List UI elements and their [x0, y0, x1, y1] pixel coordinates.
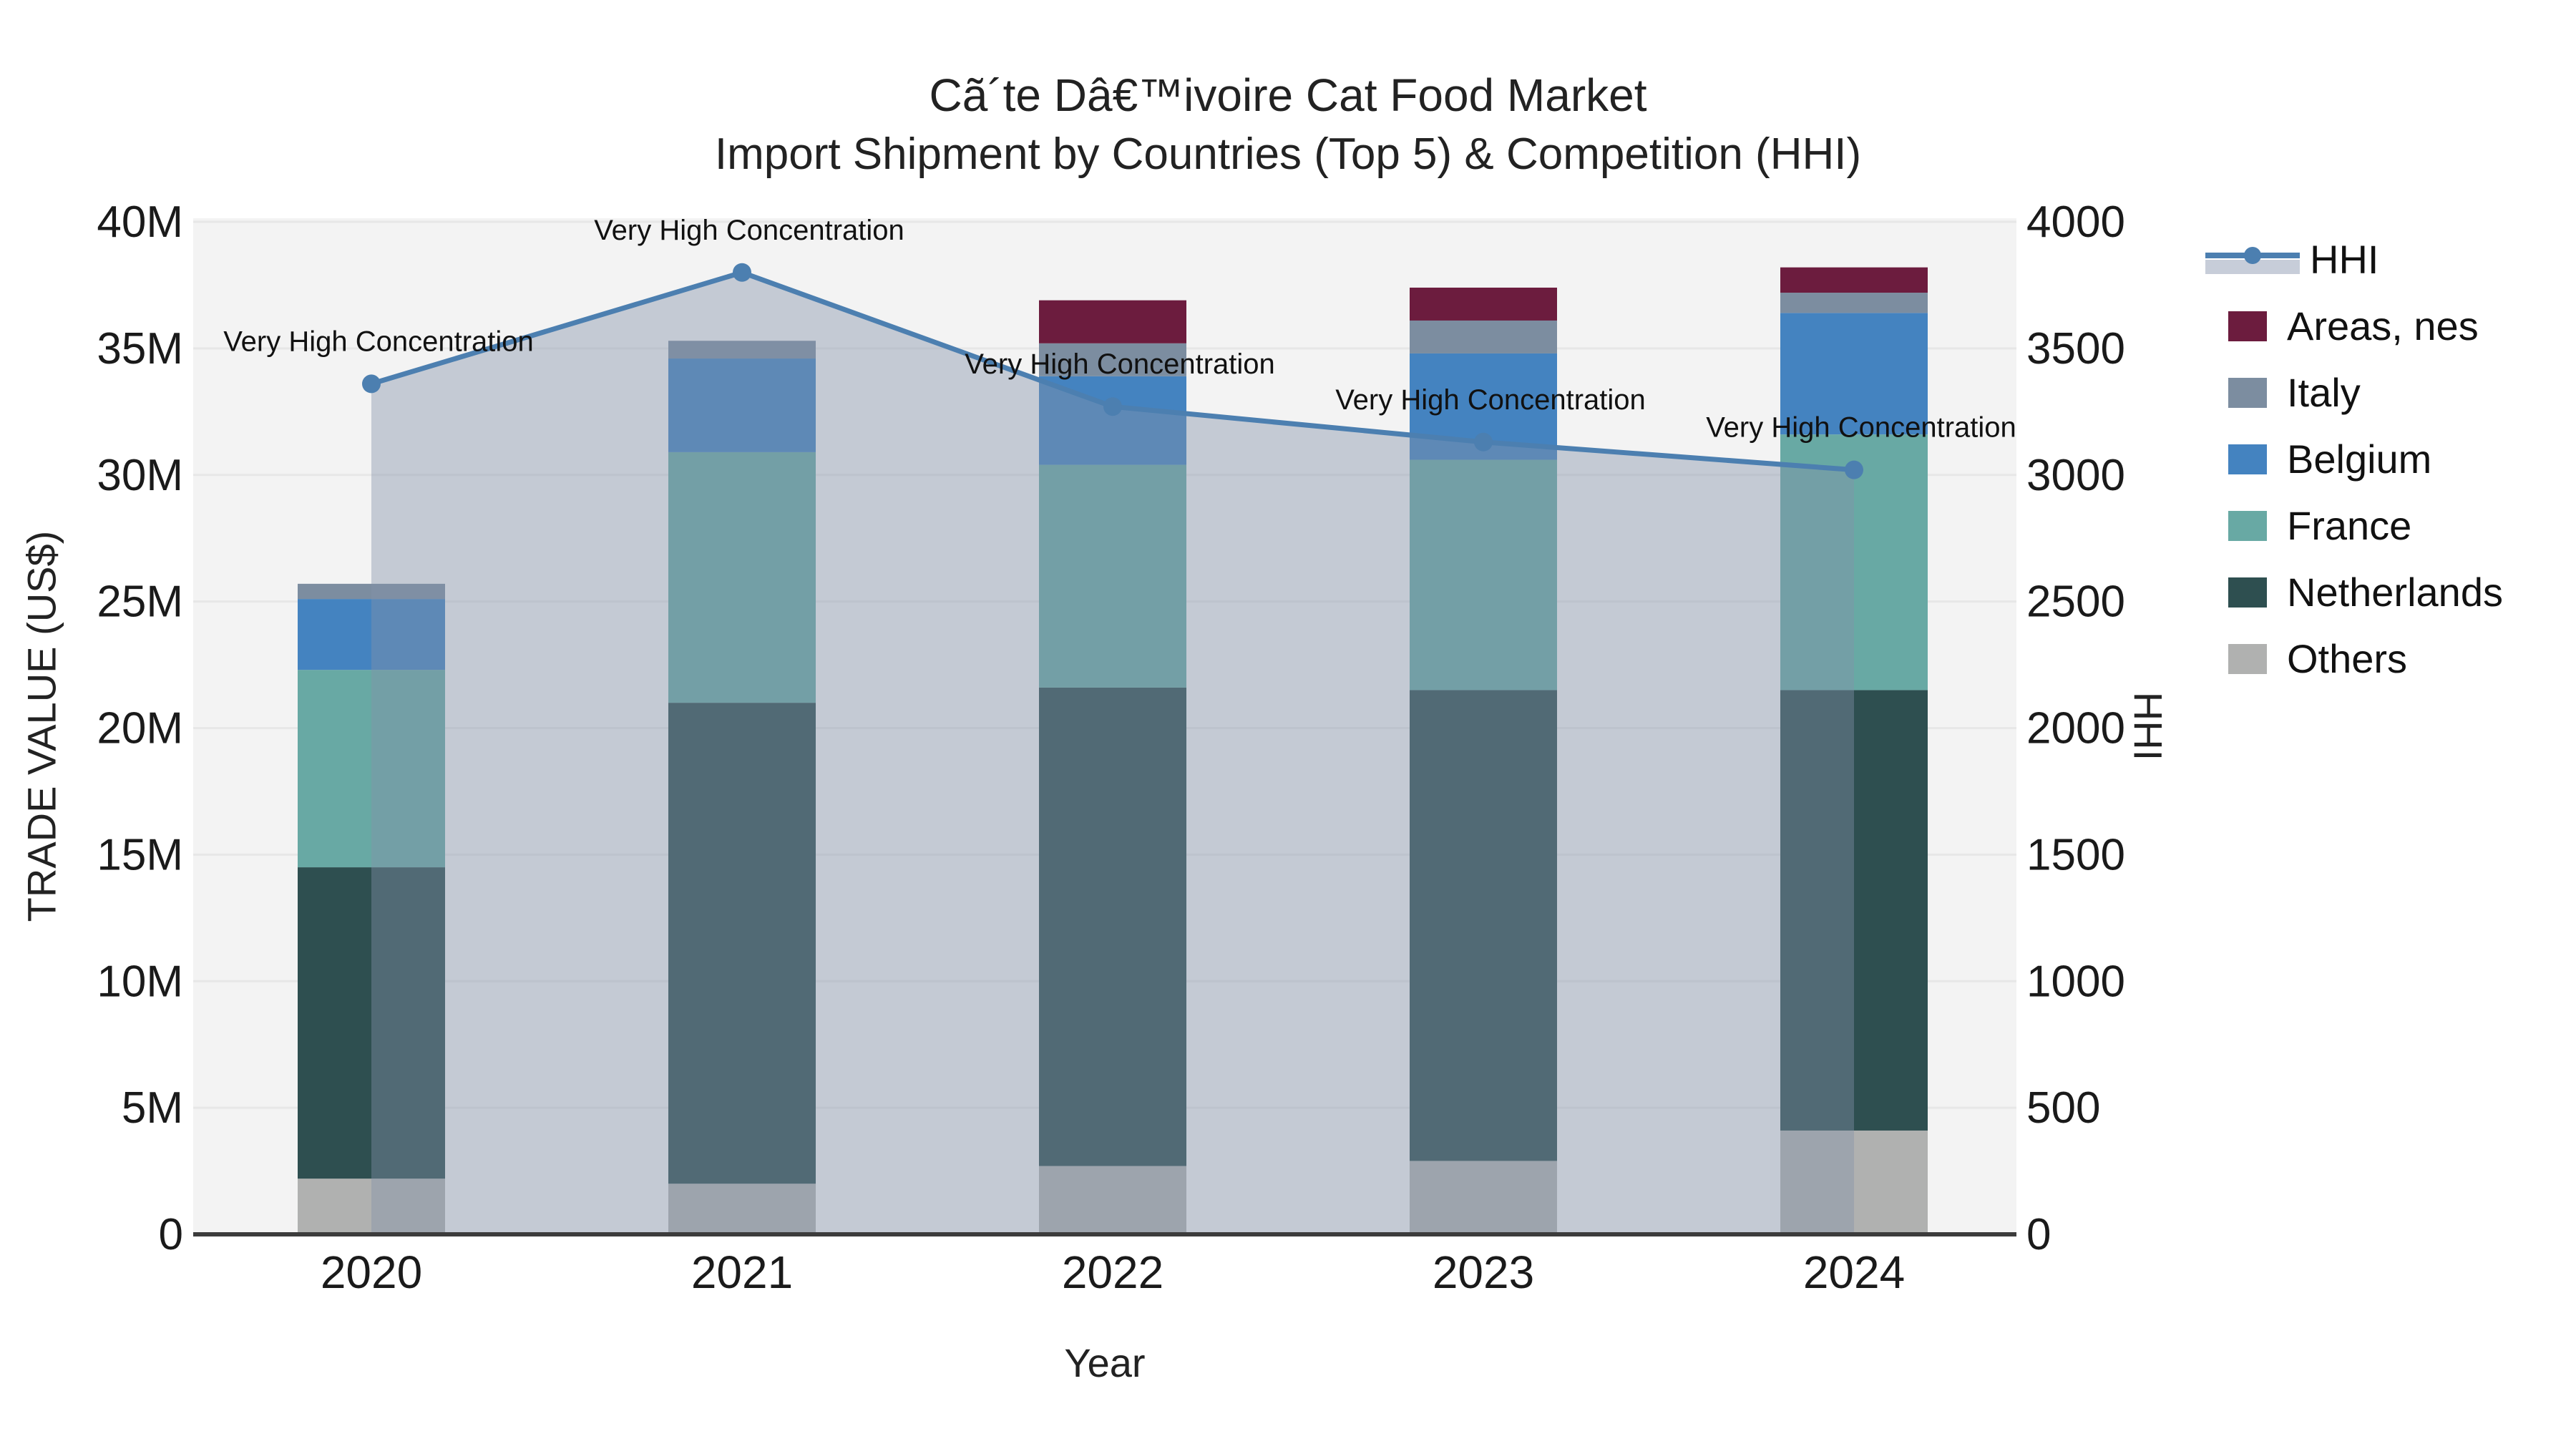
x-axis-title: Year	[1064, 1340, 1146, 1385]
legend-swatch-icon	[2228, 577, 2267, 608]
legend-label: Italy	[2287, 370, 2361, 415]
annotation-2024: Very High Concentration	[1706, 412, 2016, 444]
legend-item-italy[interactable]: Italy	[2205, 359, 2503, 426]
bar-segment-netherlands-2022[interactable]	[1039, 687, 1186, 1166]
hhi-line-swatch-icon	[2205, 246, 2300, 274]
legend-item-areas-nes[interactable]: Areas, nes	[2205, 293, 2503, 359]
y-right-tick-4000: 4000	[2026, 197, 2125, 247]
x-tick-2021: 2021	[691, 1246, 793, 1298]
y-left-tick-40M: 40M	[97, 197, 183, 247]
bar-segment-netherlands-2023[interactable]	[1410, 690, 1557, 1161]
y-left-tick-25M: 25M	[97, 577, 183, 627]
bar-segment-belgium-2021[interactable]	[668, 358, 816, 452]
hhi-marker-2022[interactable]	[1103, 397, 1122, 416]
bar-segment-france-2020[interactable]	[298, 670, 445, 868]
legend-item-others[interactable]: Others	[2205, 625, 2503, 692]
hhi-area-fill	[371, 272, 1854, 1234]
hhi-marker-2023[interactable]	[1474, 432, 1493, 452]
y-right-tick-1500: 1500	[2026, 830, 2125, 879]
x-tick-2020: 2020	[321, 1246, 422, 1298]
legend-label: Others	[2287, 636, 2408, 681]
annotation-2023: Very High Concentration	[1335, 384, 1646, 416]
y-right-tick-2500: 2500	[2026, 577, 2125, 627]
legend-swatch-icon	[2228, 311, 2267, 341]
bar-segment-italy-2022[interactable]	[1039, 343, 1186, 376]
legend-item-belgium[interactable]: Belgium	[2205, 426, 2503, 492]
bar-segment-areas-nes-2023[interactable]	[1410, 287, 1557, 321]
y-left-tick-30M: 30M	[97, 451, 183, 500]
chart-subtitle: Import Shipment by Countries (Top 5) & C…	[714, 130, 1862, 179]
bar-segment-italy-2021[interactable]	[668, 341, 816, 359]
x-tick-2024: 2024	[1803, 1246, 1905, 1298]
y-right-tick-0: 0	[2026, 1210, 2051, 1259]
bar-segment-others-2022[interactable]	[1039, 1166, 1186, 1234]
legend: HHI Areas, nes Italy Belgium France Netherlan…	[2205, 226, 2503, 692]
x-tick-2023: 2023	[1433, 1246, 1534, 1298]
bar-segment-belgium-2020[interactable]	[298, 599, 445, 670]
legend-item-france[interactable]: France	[2205, 492, 2503, 559]
bar-segment-france-2023[interactable]	[1410, 459, 1557, 691]
hhi-marker-2024[interactable]	[1845, 460, 1863, 479]
legend-swatch-icon	[2228, 444, 2267, 474]
y-left-tick-15M: 15M	[97, 830, 183, 879]
legend-label: Netherlands	[2287, 570, 2503, 615]
hhi-marker-2021[interactable]	[733, 263, 751, 282]
legend-label: Areas, nes	[2287, 303, 2479, 348]
y-left-tick-0: 0	[159, 1210, 183, 1259]
chart-title: Cã´te Dâ€™ivoire Cat Food Market	[929, 69, 1647, 121]
bar-segment-netherlands-2024[interactable]	[1780, 690, 1928, 1131]
y-right-tick-2000: 2000	[2026, 704, 2125, 753]
bar-segment-others-2021[interactable]	[668, 1184, 816, 1234]
bar-segment-netherlands-2021[interactable]	[668, 703, 816, 1184]
legend-swatch-icon	[2228, 643, 2267, 674]
y-left-tick-5M: 5M	[122, 1083, 183, 1133]
y-axis-left-title: TRADE VALUE (US$)	[19, 530, 64, 922]
y-axis-right-title: HHI	[2125, 691, 2171, 761]
bar-segment-others-2024[interactable]	[1780, 1130, 1928, 1234]
y-left-tick-10M: 10M	[97, 957, 183, 1006]
bar-segment-others-2020[interactable]	[298, 1179, 445, 1234]
y-right-tick-3500: 3500	[2026, 324, 2125, 374]
legend-item-hhi[interactable]: HHI	[2205, 226, 2503, 293]
legend-swatch-icon	[2228, 377, 2267, 408]
annotation-2021: Very High Concentration	[594, 215, 904, 246]
bar-segment-france-2021[interactable]	[668, 452, 816, 703]
y-right-tick-500: 500	[2026, 1083, 2100, 1133]
annotation-2022: Very High Concentration	[965, 348, 1275, 380]
legend-swatch-icon	[2228, 510, 2267, 541]
bar-segment-others-2023[interactable]	[1410, 1161, 1557, 1234]
legend-item-netherlands[interactable]: Netherlands	[2205, 559, 2503, 625]
bar-segment-areas-nes-2022[interactable]	[1039, 300, 1186, 343]
bar-segment-italy-2024[interactable]	[1780, 293, 1928, 313]
bar-segment-areas-nes-2024[interactable]	[1780, 267, 1928, 293]
legend-label: HHI	[2310, 237, 2379, 282]
y-left-tick-35M: 35M	[97, 324, 183, 374]
bar-segment-netherlands-2020[interactable]	[298, 867, 445, 1179]
y-left-tick-20M: 20M	[97, 704, 183, 753]
y-right-tick-1000: 1000	[2026, 957, 2125, 1006]
legend-label: Belgium	[2287, 436, 2432, 482]
x-tick-2022: 2022	[1062, 1246, 1163, 1298]
annotation-2020: Very High Concentration	[223, 326, 534, 357]
legend-label: France	[2287, 503, 2412, 548]
y-right-tick-3000: 3000	[2026, 451, 2125, 500]
bar-segment-belgium-2024[interactable]	[1780, 313, 1928, 435]
hhi-marker-2020[interactable]	[362, 374, 381, 394]
bar-segment-france-2022[interactable]	[1039, 464, 1186, 688]
bar-segment-italy-2023[interactable]	[1410, 320, 1557, 353]
bar-segment-italy-2020[interactable]	[298, 583, 445, 600]
